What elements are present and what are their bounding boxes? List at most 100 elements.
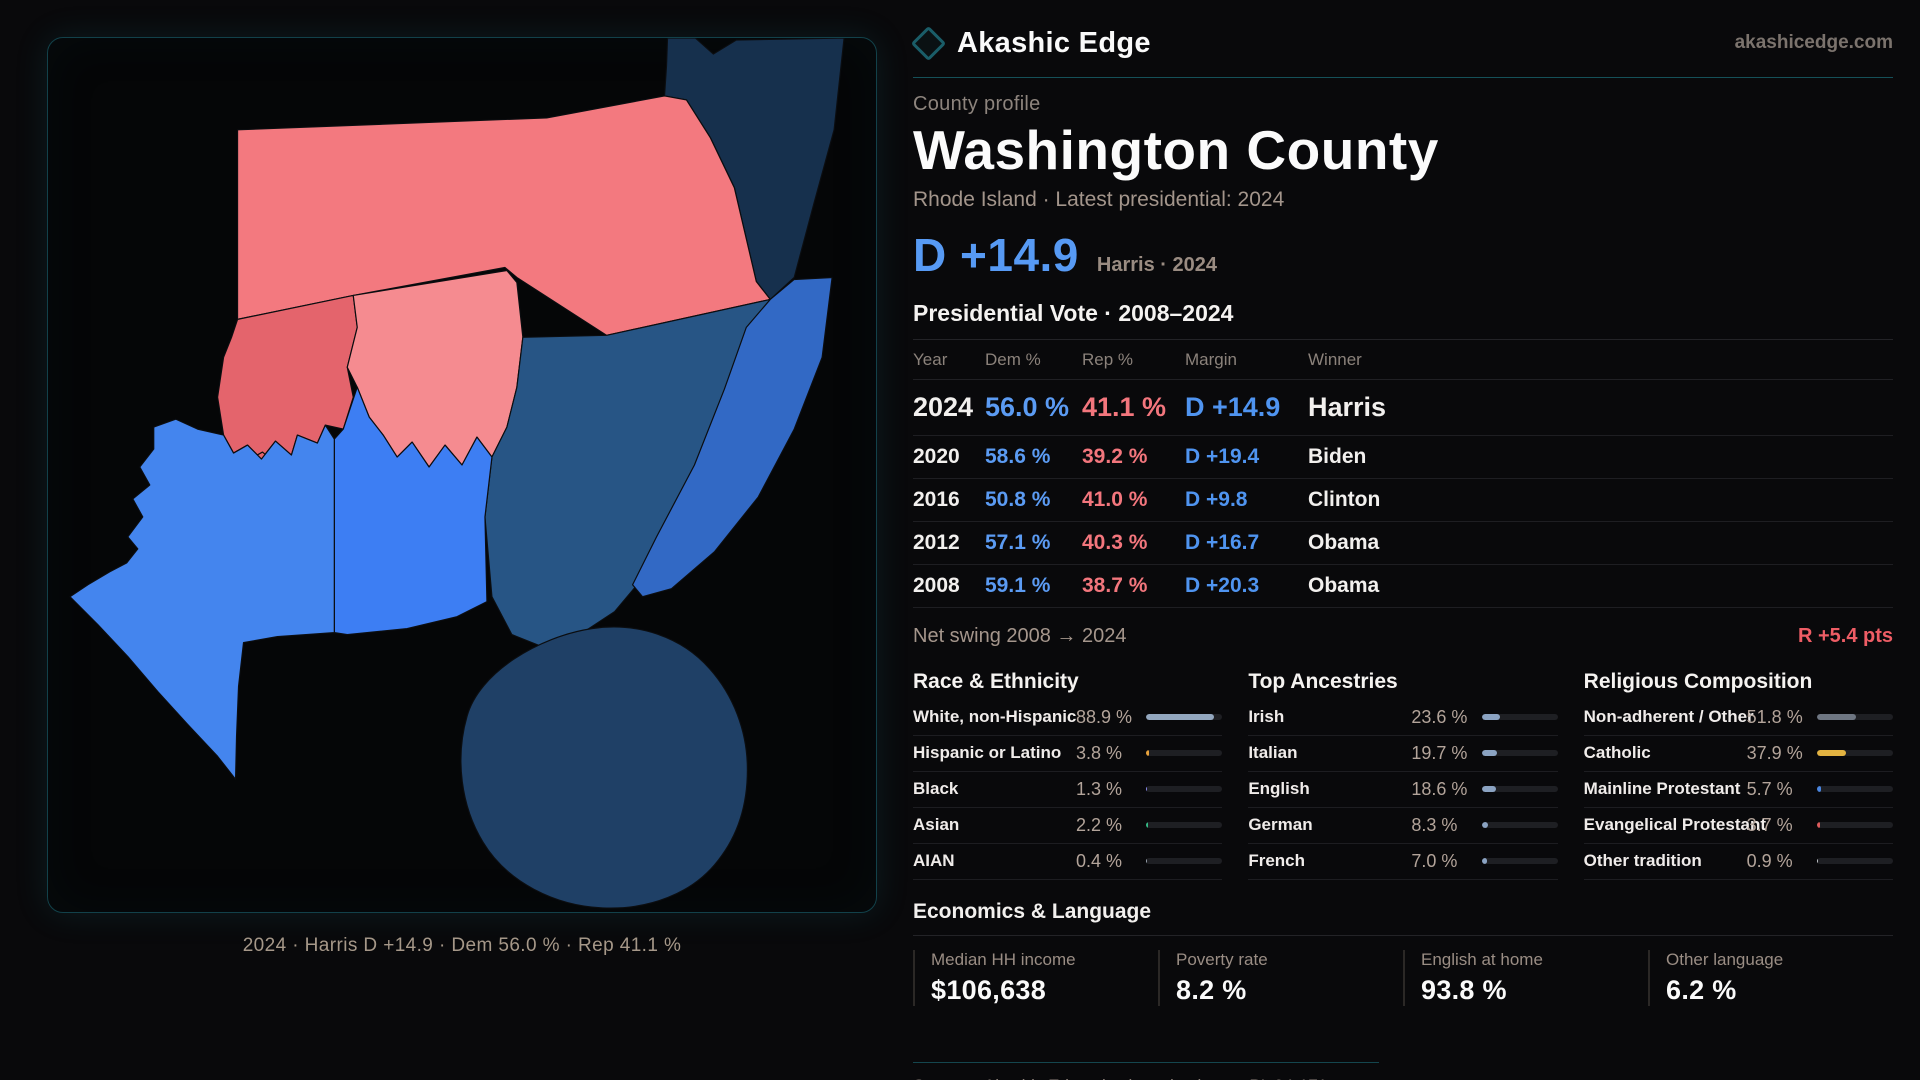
economics-title: Economics & Language [913,900,1893,936]
demo-row: Black 1.3 % [913,772,1223,808]
pres-vote-header: Year Dem % Rep % Margin Winner [913,340,1893,380]
map-region-south-blob[interactable] [460,626,748,909]
pv-year: 2016 [913,487,960,511]
pv-year: 2012 [913,530,960,554]
pv-margin: D +16.7 [1185,530,1260,554]
demo-value: 19.7 % [1411,742,1468,763]
demo-bar [1481,750,1558,757]
brand-bar: Akashic Edge akashicedge.com [910,0,1893,62]
demo-label: Asian [913,815,960,835]
demo-bar [1146,714,1223,721]
demo-label: AIAN [913,851,955,871]
demo-bar-fill [1481,786,1496,793]
demo-value: 3.8 % [1076,742,1123,763]
pres-vote-row-2020: 2020 58.6 % 39.2 % D +19.4 Biden [913,436,1893,479]
demo-bar [1817,786,1893,793]
footer-sources: Sources: Akashic Edge elections database… [913,1076,1379,1080]
pres-vote-row-2008: 2008 59.1 % 38.7 % D +20.3 Obama [913,565,1893,608]
demo-bar-fill [1481,750,1497,757]
demo-value: 8.3 % [1411,814,1458,835]
page-title: Washington County [913,119,1439,181]
demo-bar [1817,714,1893,721]
demo-bar-fill [1817,822,1820,829]
demo-value: 2.2 % [1076,814,1123,835]
net-swing-row: Net swing 2008 → 2024 R +5.4 pts [913,625,1893,648]
demo-bar [1146,786,1223,793]
pv-dem: 56.0 % [985,391,1070,422]
pv-col-header: Year [913,349,948,369]
pv-rep: 40.3 % [1082,530,1148,554]
demo-bar [1481,858,1558,865]
pv-margin: D +14.9 [1185,391,1281,422]
pv-col-header: Winner [1308,349,1362,369]
headline-margin: D +14.9 [913,228,1079,281]
pv-year: 2024 [913,391,974,422]
pv-col-header: Rep % [1082,349,1134,369]
map-region-west-red[interactable] [216,294,358,460]
ancestry-rows: Irish 23.6 % Italian 19.7 % English 18.6… [1248,700,1558,880]
county-map[interactable] [48,38,876,912]
pv-rep: 41.1 % [1082,391,1167,422]
demo-value: 3.7 % [1746,814,1793,835]
pv-winner: Obama [1308,530,1380,554]
map-region-east-band[interactable] [631,276,833,598]
econ-stat-label: Median HH income [931,949,1076,969]
demo-value: 23.6 % [1411,706,1468,727]
econ-stat-card: Poverty rate 8.2 % [1158,949,1403,1006]
pres-vote-row-2012: 2012 57.1 % 40.3 % D +16.7 Obama [913,522,1893,565]
race-column: Race & Ethnicity White, non-Hispanic 88.… [913,670,1223,880]
pv-winner: Clinton [1308,487,1381,511]
brand-domain-link[interactable]: akashicedge.com [1734,32,1893,53]
econ-stat-card: Other language 6.2 % [1648,949,1893,1006]
demo-label: English [1248,779,1310,799]
demo-row: Non-adherent / Other 51.8 % [1583,700,1893,736]
demo-bar-fill [1146,822,1148,829]
demo-value: 1.3 % [1076,778,1123,799]
econ-stat-label: Poverty rate [1176,949,1268,969]
map-region-center-blue[interactable] [333,386,493,636]
demo-bar [1146,750,1223,757]
demo-bar-fill [1146,714,1214,721]
demo-bar-fill [1146,750,1150,757]
demo-row: French 7.0 % [1248,844,1558,880]
econ-stat-value: 6.2 % [1666,974,1737,1005]
map-region-west-blue[interactable] [69,418,335,780]
econ-stat-label: Other language [1666,949,1784,969]
demo-value: 51.8 % [1746,706,1803,727]
demo-bar [1817,858,1893,865]
econ-stat-card: English at home 93.8 % [1403,949,1648,1006]
net-swing-label: Net swing 2008 → 2024 [913,624,1127,647]
demo-bar-fill [1481,714,1500,721]
pv-winner: Harris [1308,391,1387,422]
demo-row: German 8.3 % [1248,808,1558,844]
pv-year: 2008 [913,573,960,597]
demo-label: Evangelical Protestant [1583,815,1766,835]
header-divider [913,77,1893,78]
pv-col-header: Margin [1185,349,1237,369]
ancestry-column: Top Ancestries Irish 23.6 % Italian 19.7… [1248,670,1558,880]
demo-bar-fill [1817,858,1818,865]
race-rows: White, non-Hispanic 88.9 % Hispanic or L… [913,700,1223,880]
pres-vote-row-2024: 2024 56.0 % 41.1 % D +14.9 Harris [913,380,1893,436]
econ-stat-value: $106,638 [931,974,1047,1005]
map-caption: 2024 · Harris D +14.9 · Dem 56.0 % · Rep… [242,935,682,956]
demo-row: Catholic 37.9 % [1583,736,1893,772]
demo-label: Italian [1248,743,1298,763]
pv-dem: 59.1 % [985,573,1051,597]
religion-column: Religious Composition Non-adherent / Oth… [1583,670,1893,880]
econ-stat-label: English at home [1421,949,1543,969]
pv-rep: 39.2 % [1082,444,1148,468]
demo-label: Black [913,779,959,799]
demo-value: 7.0 % [1411,850,1458,871]
demo-row: White, non-Hispanic 88.9 % [913,700,1223,736]
pv-dem: 50.8 % [985,487,1051,511]
demo-bar-fill [1481,822,1488,829]
demo-row: Asian 2.2 % [913,808,1223,844]
demo-label: Irish [1248,707,1285,727]
demo-label: Mainline Protestant [1583,779,1741,799]
pv-rep: 41.0 % [1082,487,1148,511]
demo-label: Hispanic or Latino [913,743,1062,763]
pres-vote-row-2016: 2016 50.8 % 41.0 % D +9.8 Clinton [913,479,1893,522]
pv-winner: Biden [1308,444,1367,468]
demo-bar [1146,822,1223,829]
